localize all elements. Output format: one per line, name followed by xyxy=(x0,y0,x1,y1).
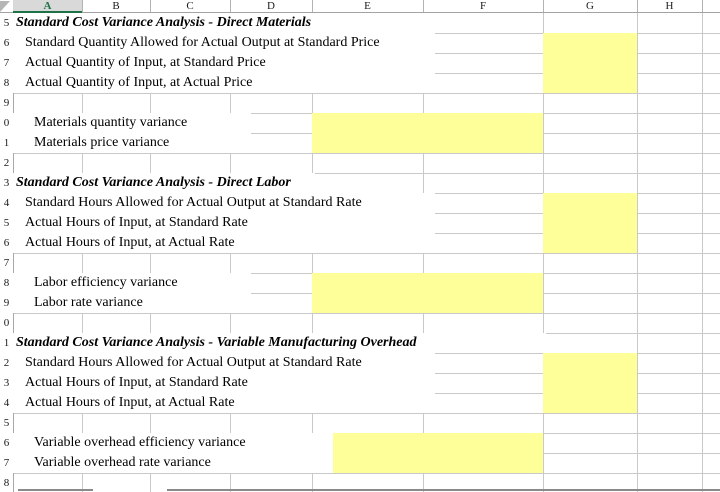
column-header-separator xyxy=(312,0,313,13)
cell-A26[interactable]: Variable overhead efficiency variance xyxy=(13,433,333,453)
row-header-23[interactable]: 3 xyxy=(0,373,13,393)
row-header-11[interactable]: 1 xyxy=(0,133,13,153)
column-header-C[interactable]: C xyxy=(186,0,194,12)
cell-bottom-border xyxy=(167,489,720,491)
gridline xyxy=(0,93,720,94)
gridline xyxy=(0,413,720,414)
row-header-28[interactable]: 8 xyxy=(0,473,13,492)
row-header-13[interactable]: 3 xyxy=(0,173,13,193)
column-header-separator xyxy=(150,0,151,13)
column-header-D[interactable]: D xyxy=(267,0,275,12)
row-header-18[interactable]: 8 xyxy=(0,273,13,293)
highlighted-input-cells[interactable] xyxy=(543,353,637,413)
gridline xyxy=(637,13,638,492)
column-header-separator xyxy=(637,0,638,13)
cell-A19[interactable]: Labor rate variance xyxy=(13,293,251,313)
gridline xyxy=(0,313,720,314)
row-header-14[interactable]: 4 xyxy=(0,193,13,213)
column-header-B[interactable]: B xyxy=(112,0,120,12)
cell-A15[interactable]: Actual Hours of Input, at Standard Rate xyxy=(13,213,435,233)
cell-A10[interactable]: Materials quantity variance xyxy=(13,113,251,133)
highlighted-input-cells[interactable] xyxy=(312,273,543,313)
row-header-26[interactable]: 6 xyxy=(0,433,13,453)
select-all-corner[interactable] xyxy=(0,0,13,13)
row-header-15[interactable]: 5 xyxy=(0,213,13,233)
cell-bottom-border xyxy=(18,489,93,491)
column-header-separator xyxy=(423,0,424,13)
column-header-separator xyxy=(82,0,83,13)
row-header-22[interactable]: 2 xyxy=(0,353,13,373)
row-header-20[interactable]: 0 xyxy=(0,313,13,333)
column-header-E[interactable]: E xyxy=(364,0,371,12)
cell-A13[interactable]: Standard Cost Variance Analysis - Direct… xyxy=(13,173,315,193)
cell-A24[interactable]: Actual Hours of Input, at Actual Rate xyxy=(13,393,435,413)
gridline xyxy=(0,473,720,474)
highlighted-input-cells[interactable] xyxy=(312,433,543,473)
row-header-6[interactable]: 6 xyxy=(0,33,13,53)
gridline xyxy=(0,173,720,174)
row-header-25[interactable]: 5 xyxy=(0,413,13,433)
row-header-5[interactable]: 5 xyxy=(0,13,13,33)
cell-A14[interactable]: Standard Hours Allowed for Actual Output… xyxy=(13,193,435,213)
selected-column-underline xyxy=(13,11,82,13)
row-header-19[interactable]: 9 xyxy=(0,293,13,313)
row-header-24[interactable]: 4 xyxy=(0,393,13,413)
row-header-7[interactable]: 7 xyxy=(0,53,13,73)
gridline xyxy=(702,13,703,492)
row-header-8[interactable]: 8 xyxy=(0,73,13,93)
row-header-21[interactable]: 1 xyxy=(0,333,13,353)
row-header-27[interactable]: 7 xyxy=(0,453,13,473)
row-header-17[interactable]: 7 xyxy=(0,253,13,273)
cell-A11[interactable]: Materials price variance xyxy=(13,133,251,153)
cell-A22[interactable]: Standard Hours Allowed for Actual Output… xyxy=(13,353,435,373)
gridline xyxy=(0,153,720,154)
cell-A6[interactable]: Standard Quantity Allowed for Actual Out… xyxy=(13,33,435,53)
highlighted-input-cells[interactable] xyxy=(543,193,637,253)
highlighted-input-cells[interactable] xyxy=(312,113,543,153)
row-header-16[interactable]: 6 xyxy=(0,233,13,253)
column-header-G[interactable]: G xyxy=(586,0,594,12)
column-header-H[interactable]: H xyxy=(665,0,674,12)
cell-A27[interactable]: Variable overhead rate variance xyxy=(13,453,333,473)
row-header-9[interactable]: 9 xyxy=(0,93,13,113)
column-header-separator xyxy=(702,0,703,13)
cell-A21[interactable]: Standard Cost Variance Analysis - Variab… xyxy=(13,333,546,353)
select-all-triangle-icon xyxy=(0,1,10,12)
cell-A18[interactable]: Labor efficiency variance xyxy=(13,273,251,293)
cell-A5[interactable]: Standard Cost Variance Analysis - Direct… xyxy=(13,13,426,33)
column-header-separator xyxy=(543,0,544,13)
row-header-12[interactable]: 2 xyxy=(0,153,13,173)
cell-A23[interactable]: Actual Hours of Input, at Standard Rate xyxy=(13,373,435,393)
row-header-10[interactable]: 0 xyxy=(0,113,13,133)
column-header-separator xyxy=(230,0,231,13)
gridline xyxy=(0,253,720,254)
cell-A7[interactable]: Actual Quantity of Input, at Standard Pr… xyxy=(13,53,435,73)
cell-A8[interactable]: Actual Quantity of Input, at Actual Pric… xyxy=(13,73,435,93)
header-bottom-border xyxy=(0,12,720,13)
highlighted-input-cells[interactable] xyxy=(543,33,637,93)
column-header-A[interactable]: A xyxy=(13,0,82,13)
cell-A16[interactable]: Actual Hours of Input, at Actual Rate xyxy=(13,233,435,253)
column-header-F[interactable]: F xyxy=(479,0,487,12)
